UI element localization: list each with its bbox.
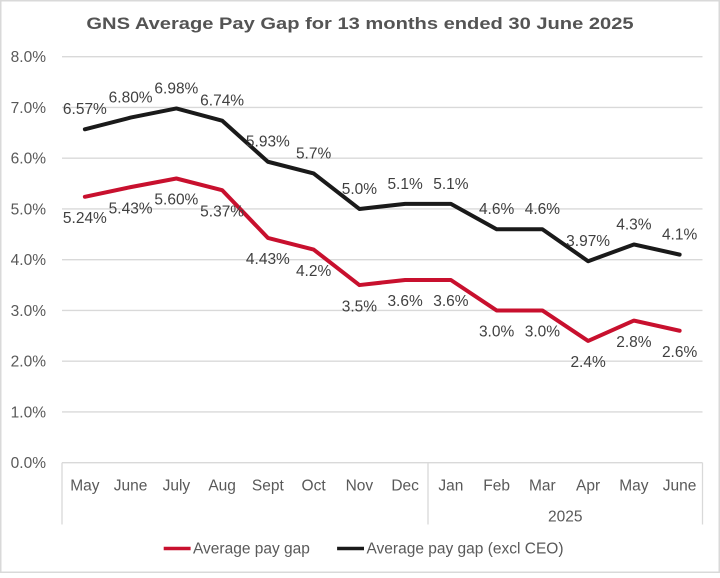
svg-text:4.2%: 4.2%: [296, 263, 332, 280]
svg-text:5.1%: 5.1%: [387, 176, 423, 193]
svg-text:2.0%: 2.0%: [11, 354, 47, 371]
svg-text:4.43%: 4.43%: [246, 251, 290, 268]
svg-text:June: June: [114, 478, 148, 495]
svg-text:2.8%: 2.8%: [616, 334, 652, 351]
svg-text:July: July: [163, 478, 191, 495]
svg-text:Sept: Sept: [252, 478, 285, 495]
svg-text:5.93%: 5.93%: [246, 134, 290, 151]
svg-text:June: June: [663, 478, 697, 495]
svg-text:3.0%: 3.0%: [525, 324, 561, 341]
svg-text:6.74%: 6.74%: [200, 93, 244, 110]
svg-text:2.4%: 2.4%: [570, 354, 606, 371]
svg-text:Mar: Mar: [529, 478, 556, 495]
svg-text:GNS Average Pay Gap for 13 mon: GNS Average Pay Gap for 13 months ended …: [86, 13, 633, 32]
svg-text:3.6%: 3.6%: [387, 293, 423, 310]
svg-text:3.5%: 3.5%: [342, 298, 378, 315]
svg-text:8.0%: 8.0%: [11, 49, 47, 66]
svg-text:Nov: Nov: [346, 478, 374, 495]
svg-text:Apr: Apr: [576, 478, 600, 495]
svg-text:May: May: [70, 478, 100, 495]
svg-text:2.6%: 2.6%: [662, 344, 698, 361]
svg-text:5.0%: 5.0%: [11, 201, 47, 218]
svg-text:1.0%: 1.0%: [11, 404, 47, 421]
svg-text:Jan: Jan: [438, 478, 463, 495]
svg-text:Average pay gap (excl CEO): Average pay gap (excl CEO): [367, 541, 564, 558]
svg-text:Dec: Dec: [391, 478, 419, 495]
svg-text:4.3%: 4.3%: [616, 216, 652, 233]
svg-text:5.24%: 5.24%: [63, 210, 107, 227]
svg-text:6.57%: 6.57%: [63, 101, 107, 118]
svg-text:3.0%: 3.0%: [479, 324, 515, 341]
svg-text:Average pay gap: Average pay gap: [193, 541, 310, 558]
svg-text:5.43%: 5.43%: [109, 200, 153, 217]
svg-text:5.7%: 5.7%: [296, 145, 332, 162]
svg-text:6.80%: 6.80%: [109, 90, 153, 107]
svg-text:2025: 2025: [548, 509, 582, 526]
svg-text:4.6%: 4.6%: [525, 201, 561, 218]
svg-text:May: May: [619, 478, 649, 495]
svg-text:Aug: Aug: [208, 478, 236, 495]
svg-text:Oct: Oct: [302, 478, 327, 495]
svg-text:5.1%: 5.1%: [433, 176, 469, 193]
svg-text:4.6%: 4.6%: [479, 201, 515, 218]
svg-text:7.0%: 7.0%: [11, 100, 47, 117]
svg-text:4.1%: 4.1%: [662, 227, 698, 244]
svg-text:5.37%: 5.37%: [200, 203, 244, 220]
svg-text:6.0%: 6.0%: [11, 151, 47, 168]
svg-text:5.0%: 5.0%: [342, 181, 378, 198]
svg-text:3.0%: 3.0%: [11, 303, 47, 320]
svg-text:3.6%: 3.6%: [433, 293, 469, 310]
svg-text:0.0%: 0.0%: [11, 455, 47, 472]
svg-text:Feb: Feb: [483, 478, 510, 495]
svg-text:3.97%: 3.97%: [566, 233, 610, 250]
svg-text:4.0%: 4.0%: [11, 252, 47, 269]
svg-text:6.98%: 6.98%: [154, 80, 198, 97]
svg-text:5.60%: 5.60%: [154, 192, 198, 209]
